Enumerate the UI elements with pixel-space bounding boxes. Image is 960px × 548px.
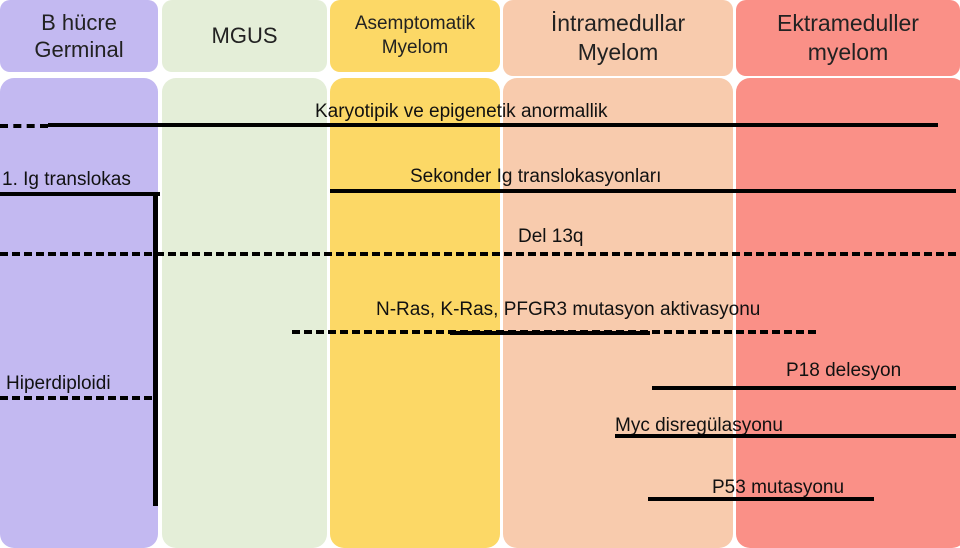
label-karyotypic-epigenetic: Karyotipik ve epigenetik anormallik <box>315 101 608 122</box>
column-extramedullary <box>736 78 960 548</box>
label-del13q: Del 13q <box>518 226 584 247</box>
header-intramedullary-myeloma: İntramedullar Myelom <box>503 0 733 76</box>
line-p18 <box>652 386 956 390</box>
label-p18-deletion: P18 delesyon <box>786 360 902 381</box>
column-asymptomatic <box>330 78 500 548</box>
label-secondary-ig-translocation: Sekonder Ig translokasyonları <box>410 166 662 187</box>
label-ig-translocation: 1. Ig translokas <box>2 169 131 190</box>
line-ras-solid <box>450 331 650 335</box>
line-hyperdiploidy-dashed <box>0 396 152 400</box>
column-intramedullary <box>503 78 733 548</box>
column-mgus <box>162 78 327 548</box>
header-asymptomatic-myeloma: Asemptomatik Myelom <box>330 0 500 72</box>
label-hyperdiploidy: Hiperdiploidi <box>6 373 111 394</box>
line-ig-vertical <box>153 192 158 506</box>
label-p53-mutation: P53 mutasyonu <box>712 477 845 498</box>
label-myc-dysregulation: Myc disregülasyonu <box>615 415 783 436</box>
line-p53 <box>648 497 874 501</box>
header-mgus: MGUS <box>162 0 327 72</box>
label-ras-mutation: N-Ras, K-Ras, PFGR3 mutasyon aktivasyonu <box>376 299 761 320</box>
line-karyotypic-dashed <box>0 124 48 128</box>
header-extramedullary-myeloma: Ektrameduller myelom <box>736 0 960 76</box>
line-myc <box>615 434 956 438</box>
header-b-cell-germinal: B hücre Germinal <box>0 0 158 72</box>
line-del13q-dashed <box>0 252 956 256</box>
column-b-cell <box>0 78 158 548</box>
line-secondary-ig <box>330 189 956 193</box>
line-ig-translocation <box>0 192 160 196</box>
line-karyotypic <box>48 123 938 127</box>
